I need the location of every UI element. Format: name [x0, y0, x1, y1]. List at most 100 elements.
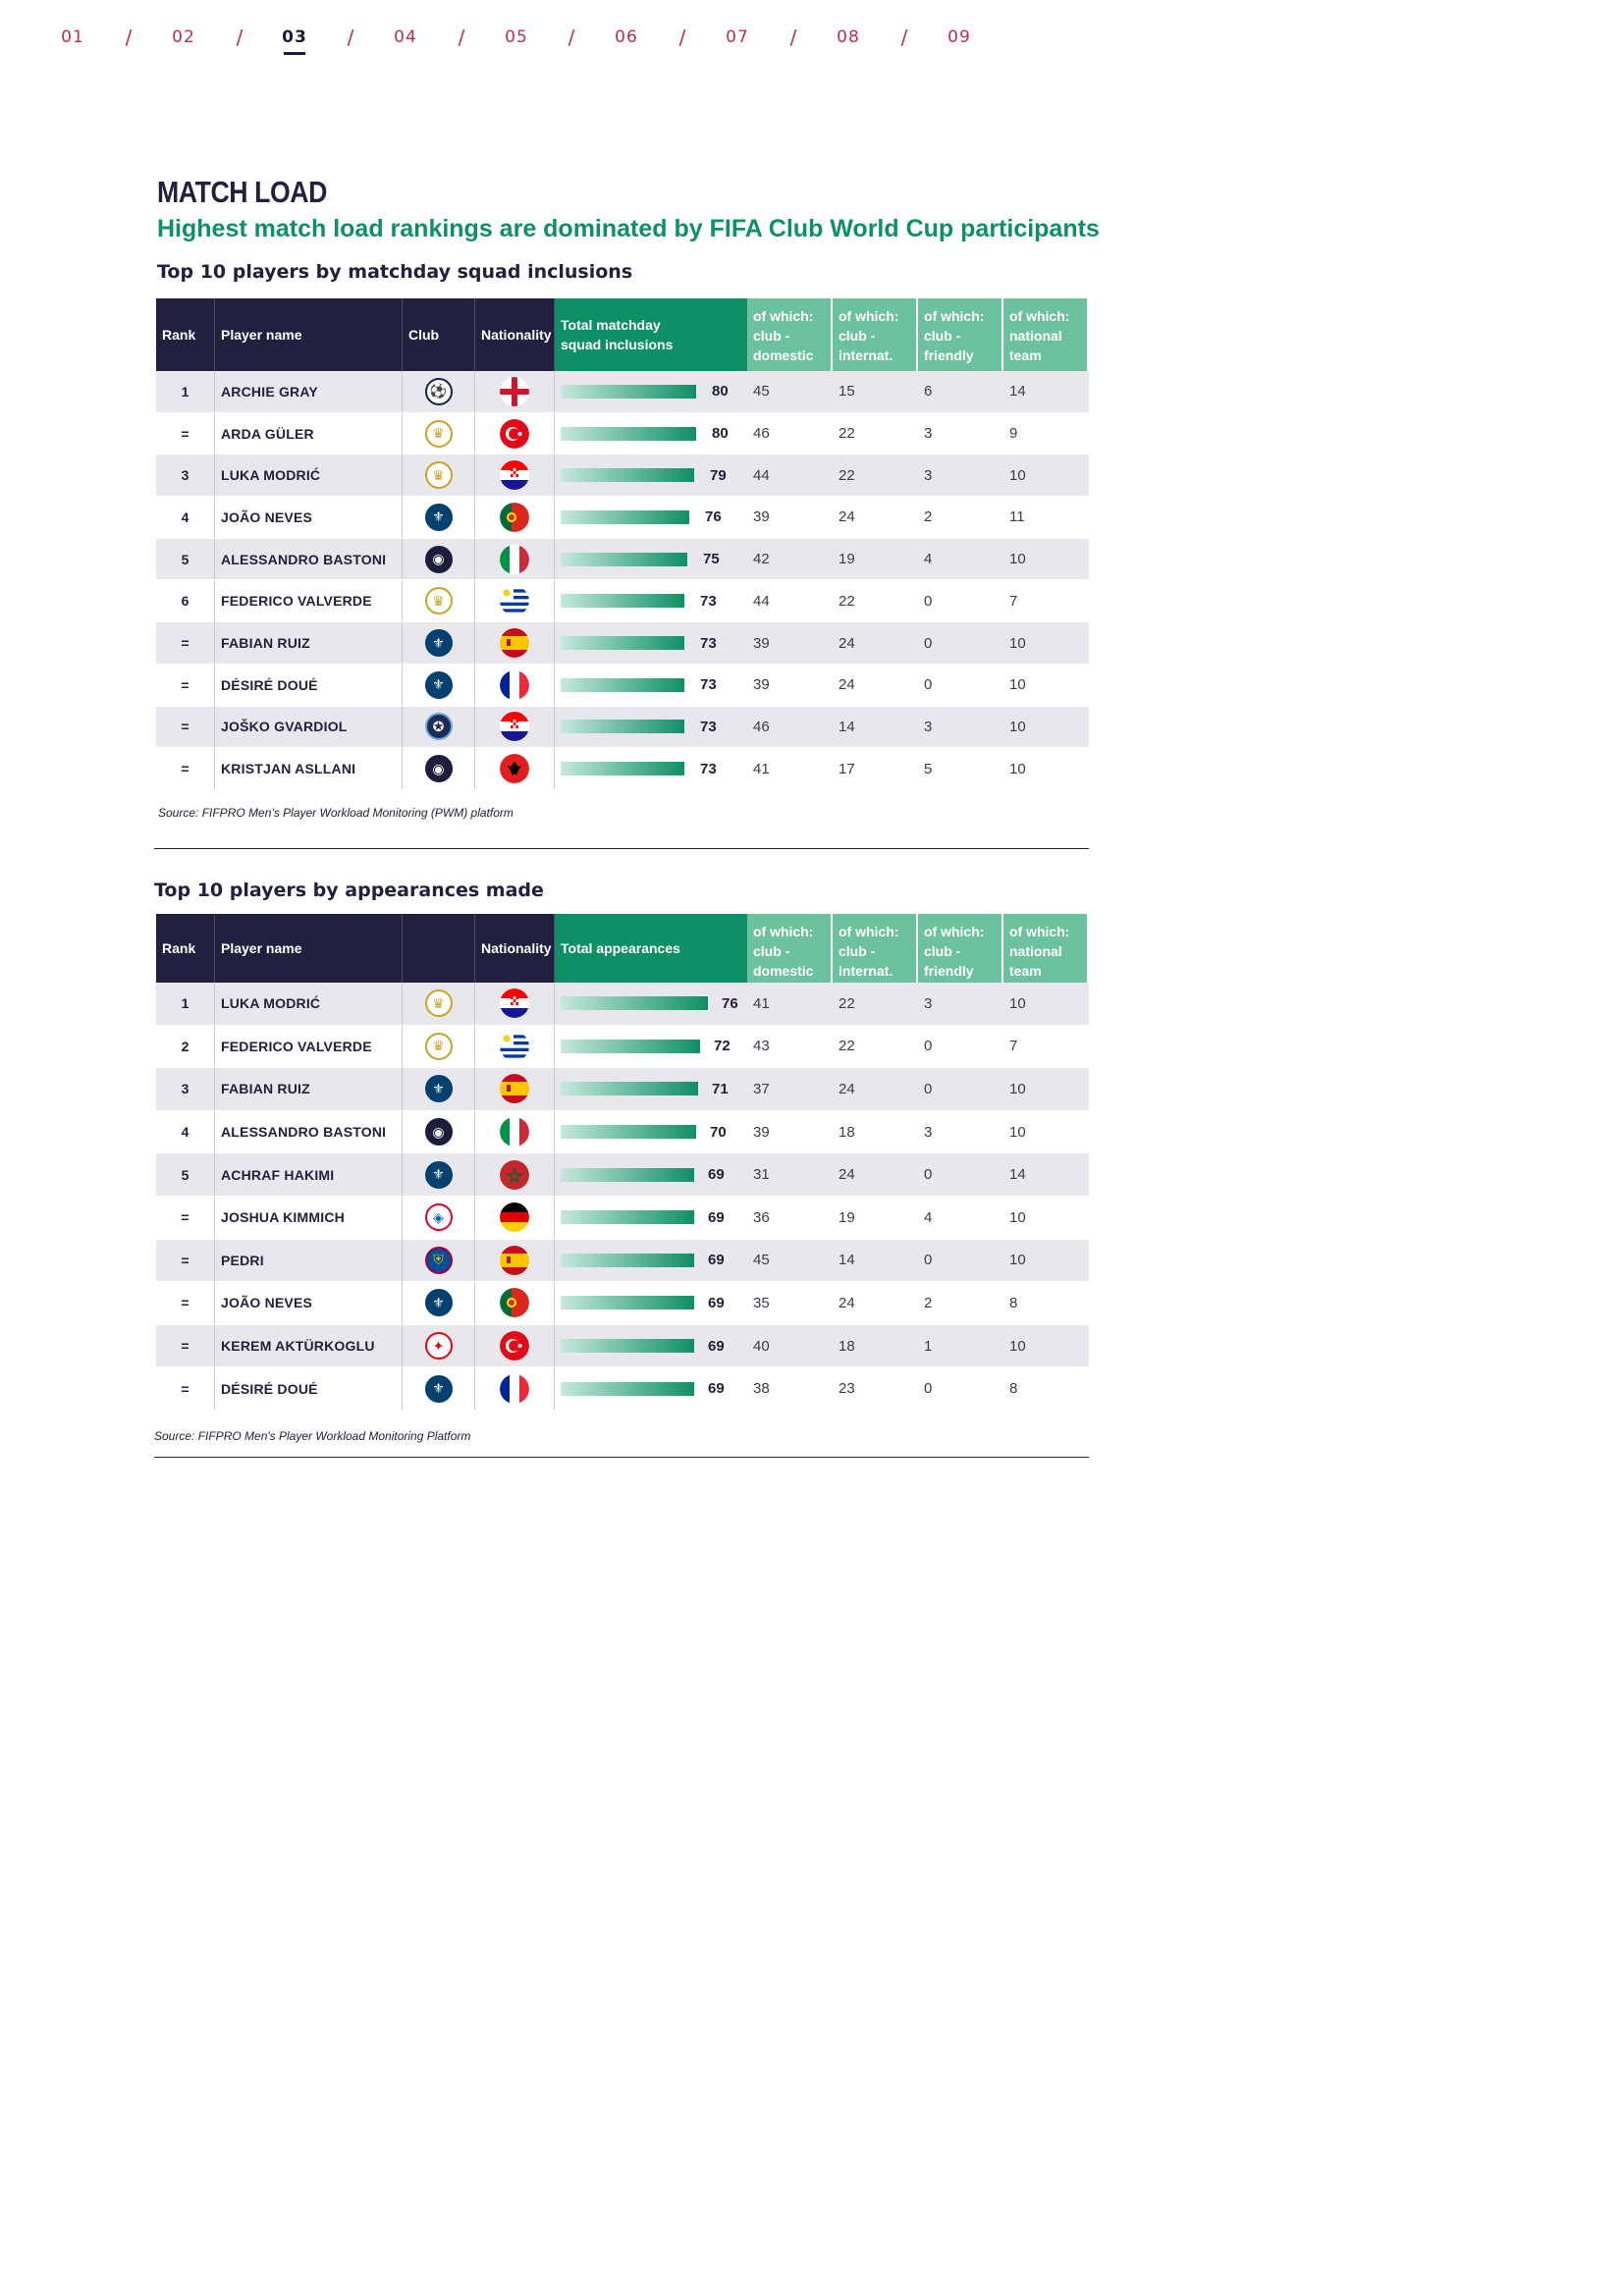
player-name-cell: DÉSIRÉ DOUÉ: [215, 1367, 403, 1410]
table-row: = PEDRI ⛨ 69 45 14 0 10: [156, 1239, 1089, 1283]
total-cell: 69: [555, 1367, 747, 1410]
italy-flag-icon: [500, 1117, 529, 1148]
national-cell: 14: [1009, 1166, 1026, 1184]
nav-item-02[interactable]: 02: [172, 27, 195, 47]
club-cell: ⚜: [403, 1282, 475, 1324]
nav-separator: /: [125, 26, 133, 49]
total-bar: [561, 594, 684, 609]
man-city-badge-icon: ✪: [424, 713, 453, 741]
albania-flag-icon: [500, 754, 529, 784]
total-cell: 73: [555, 581, 747, 622]
appearances-table: Rank Player name Nationality Total appearan…: [156, 914, 1089, 1411]
internat-cell: 14: [839, 1252, 855, 1269]
total-cell: 73: [555, 622, 747, 664]
total-value: 69: [708, 1208, 725, 1226]
total-value: 69: [708, 1166, 725, 1184]
player-name-cell: JOÃO NEVES: [215, 497, 403, 538]
club-cell: ♛: [403, 1025, 475, 1068]
club-cell: ⚜: [403, 1068, 475, 1110]
header-friendly: of which: club - friendly: [918, 298, 1003, 371]
total-bar: [561, 996, 708, 1011]
psg-badge-icon: ⚜: [424, 670, 453, 699]
total-bar: [561, 677, 684, 692]
table-row: = DÉSIRÉ DOUÉ ⚜ 69 38 23 0 8: [156, 1367, 1089, 1411]
turkey-flag-icon: [500, 418, 529, 449]
total-bar: [561, 1339, 694, 1354]
nationality-cell: [475, 497, 555, 538]
internat-cell: 23: [839, 1380, 855, 1398]
nationality-cell: [475, 983, 555, 1025]
national-cell: 11: [1009, 508, 1025, 526]
friendly-cell: 6: [924, 383, 933, 400]
table-row: 4 JOÃO NEVES ⚜ 76 39 24 2 11: [156, 497, 1089, 539]
croatia-flag-icon: [500, 988, 529, 1019]
total-cell: 80: [555, 371, 747, 412]
nav-separator: /: [678, 26, 686, 49]
header-domestic: of which: club - domestic: [747, 298, 833, 371]
club-cell: ✦: [403, 1324, 475, 1367]
total-cell: 73: [555, 748, 747, 789]
nav-item-03[interactable]: 03: [265, 27, 324, 55]
nav-item-08[interactable]: 08: [837, 27, 860, 47]
total-cell: 69: [555, 1153, 747, 1196]
nationality-cell: [475, 1282, 555, 1324]
friendly-cell: 0: [924, 592, 933, 610]
inter-badge-icon: ◉: [424, 545, 453, 573]
domestic-cell: 45: [753, 383, 770, 400]
portugal-flag-icon: [500, 502, 529, 532]
nav-item-04[interactable]: 04: [394, 27, 417, 47]
internat-cell: 24: [839, 508, 855, 526]
appearances-table-source: Source: FIFPRO Men's Player Workload Mon…: [154, 1429, 471, 1443]
nav-item-09[interactable]: 09: [947, 27, 971, 47]
nav-item-06[interactable]: 06: [615, 27, 638, 47]
nav-item-05[interactable]: 05: [505, 27, 528, 47]
rank-cell: 4: [156, 497, 215, 538]
friendly-cell: 0: [924, 1252, 933, 1269]
header-rank: Rank: [156, 914, 215, 983]
bottom-divider: [154, 1457, 1089, 1458]
club-cell: ◉: [403, 1110, 475, 1153]
national-cell: 10: [1009, 551, 1026, 568]
table-row: 5 ACHRAF HAKIMI ⚜ 69 31 24 0 14: [156, 1153, 1089, 1197]
nationality-cell: [475, 1153, 555, 1196]
friendly-cell: 1: [924, 1337, 933, 1355]
section-divider: [154, 848, 1089, 849]
total-cell: 71: [555, 1068, 747, 1110]
friendly-cell: 0: [924, 1380, 933, 1398]
header-total: Total appearances: [555, 914, 747, 983]
national-cell: 10: [1009, 1123, 1026, 1141]
tottenham-badge-icon: ⚽: [424, 377, 453, 405]
national-cell: 7: [1009, 592, 1018, 610]
rank-cell: =: [156, 412, 215, 454]
internat-cell: 24: [839, 634, 855, 652]
national-cell: 14: [1009, 383, 1026, 400]
psg-badge-icon: ⚜: [424, 629, 453, 658]
club-cell: ◉: [403, 748, 475, 789]
total-cell: 80: [555, 413, 747, 454]
internat-cell: 24: [839, 1166, 855, 1184]
nav-item-07[interactable]: 07: [726, 27, 749, 47]
player-name-cell: PEDRI: [215, 1239, 403, 1282]
domestic-cell: 39: [753, 676, 770, 694]
table-row: 5 ALESSANDRO BASTONI ◉ 75 42 19 4 10: [156, 538, 1089, 581]
player-name-cell: ARCHIE GRAY: [215, 371, 403, 412]
total-bar: [561, 468, 694, 483]
page-title: MATCH LOAD: [157, 175, 327, 209]
spain-flag-icon: [500, 628, 529, 659]
table-row: 2 FEDERICO VALVERDE ♛ 72 43 22 0 7: [156, 1025, 1089, 1069]
table-row: 3 FABIAN RUIZ ⚜ 71 37 24 0 10: [156, 1068, 1089, 1111]
domestic-cell: 44: [753, 592, 770, 610]
psg-badge-icon: ⚜: [424, 1374, 453, 1403]
inter-badge-icon: ◉: [424, 755, 453, 783]
friendly-cell: 0: [924, 1080, 933, 1097]
nav-item-01[interactable]: 01: [61, 27, 84, 47]
header-club: [403, 914, 475, 983]
domestic-cell: 35: [753, 1294, 770, 1311]
friendly-cell: 2: [924, 1294, 933, 1311]
friendly-cell: 0: [924, 676, 933, 694]
club-cell: ⛨: [403, 1239, 475, 1282]
national-cell: 10: [1009, 466, 1026, 484]
total-value: 71: [712, 1080, 729, 1097]
club-cell: ♛: [403, 454, 475, 497]
real-madrid-badge-icon: ♛: [424, 461, 453, 490]
